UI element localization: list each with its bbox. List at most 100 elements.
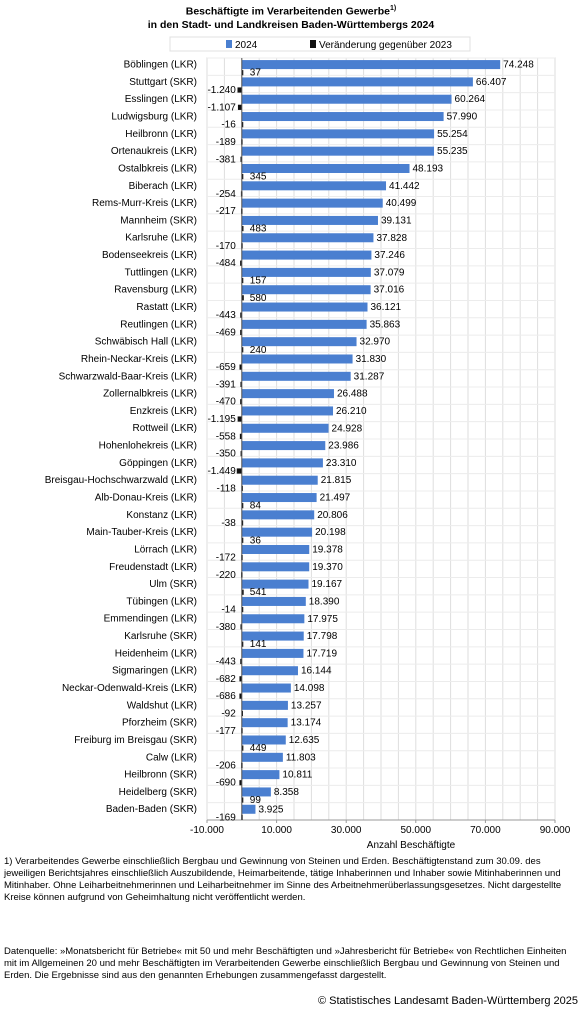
category-label: Konstanz (LKR): [126, 510, 197, 521]
bar-2024: [241, 423, 329, 433]
data-label-2024: 39.131: [381, 215, 412, 226]
data-label-2024: 19.378: [312, 544, 343, 555]
bar-change: [240, 624, 242, 630]
bar-2024: [241, 787, 271, 797]
category-label: Rems-Murr-Kreis (LKR): [92, 198, 197, 209]
category-label: Baden-Baden (SKR): [106, 804, 197, 815]
category-label: Freudenstadt (LKR): [109, 562, 197, 573]
data-label-2024: 8.358: [274, 787, 299, 798]
data-label-change: -38: [221, 518, 236, 529]
bar-change: [241, 641, 244, 647]
data-label-change: 345: [250, 172, 267, 183]
category-label: Ravensburg (LKR): [114, 285, 197, 296]
bar-change: [240, 260, 242, 266]
bar-2024: [241, 527, 313, 537]
data-label-2024: 35.863: [370, 319, 401, 330]
footnote: 1) Verarbeitendes Gewerbe einschließlich…: [4, 856, 562, 903]
bar-change: [240, 658, 242, 665]
data-label-change: -690: [216, 778, 236, 789]
bar-2024: [241, 544, 310, 554]
data-label-2024: 66.407: [476, 77, 507, 88]
data-label-change: -177: [216, 726, 236, 737]
data-label-2024: 3.925: [258, 804, 283, 815]
legend-label-change: Veränderung gegenüber 2023: [319, 40, 452, 51]
data-label-2024: 17.798: [307, 631, 338, 642]
bar-2024: [241, 700, 288, 710]
bar-2024: [241, 614, 305, 624]
data-label-change: -254: [216, 189, 236, 200]
category-label: Hohenlohekreis (LKR): [99, 441, 197, 452]
copyright-notice: © Statistisches Landesamt Baden-Württemb…: [317, 995, 578, 1007]
data-label-2024: 37.016: [374, 285, 405, 296]
bar-2024: [241, 77, 473, 87]
bar-change: [239, 780, 242, 786]
category-label: Zollernalbkreis (LKR): [103, 389, 197, 400]
data-label-change: -172: [216, 553, 236, 564]
bar-2024: [241, 493, 317, 503]
data-label-change: -469: [216, 327, 236, 338]
category-label: Ortenaukreis (LKR): [111, 146, 197, 157]
data-label-2024: 21.497: [320, 493, 351, 504]
x-tick-label: 50.000: [401, 825, 432, 836]
bar-change: [239, 676, 242, 682]
bar-change: [241, 589, 244, 595]
data-label-2024: 74.248: [503, 60, 534, 71]
data-label-change: -1.195: [207, 414, 236, 425]
category-label: Rastatt (LKR): [136, 302, 197, 313]
data-label-2024: 37.828: [376, 233, 407, 244]
data-label-change: -391: [216, 379, 236, 390]
data-label-change: -443: [216, 310, 236, 321]
bar-change: [241, 520, 244, 526]
bar-2024: [241, 215, 378, 225]
chart-title: Beschäftigte im Verarbeitenden Gewerbe1)…: [0, 2, 582, 32]
bar-2024: [241, 770, 280, 780]
bar-change: [241, 277, 244, 284]
data-label-2024: 32.970: [360, 337, 391, 348]
bar-chart: -10.000 10.000 30.000 50.000 70.000 90.000 Anz…: [45, 36, 571, 850]
data-label-2024: 40.499: [386, 198, 417, 209]
data-label-change: 580: [250, 293, 267, 304]
data-label-2024: 55.235: [437, 146, 468, 157]
bar-2024: [241, 146, 435, 156]
data-label-change: -484: [216, 258, 236, 269]
category-label: Freiburg im Breisgau (SKR): [74, 735, 197, 746]
bar-2024: [241, 163, 410, 173]
data-label-change: -350: [216, 449, 236, 460]
data-label-change: -558: [216, 431, 236, 442]
data-label-change: -380: [216, 622, 236, 633]
data-label-2024: 37.246: [374, 250, 405, 261]
data-label-2024: 12.635: [289, 735, 320, 746]
category-label: Ostalbkreis (LKR): [118, 163, 197, 174]
bar-2024: [241, 666, 298, 676]
bar-2024: [241, 250, 372, 260]
bar-2024: [241, 233, 374, 243]
category-label: Rottweil (LKR): [133, 423, 197, 434]
category-label: Ulm (SKR): [149, 579, 197, 590]
bar-change: [241, 797, 244, 803]
data-label-2024: 13.174: [291, 718, 322, 729]
bar-change: [241, 295, 244, 301]
category-label: Heidelberg (SKR): [119, 787, 197, 798]
category-label: Heilbronn (SKR): [124, 770, 197, 781]
data-label-change: 84: [250, 501, 262, 512]
legend-label-2024: 2024: [235, 40, 258, 51]
data-label-2024: 26.210: [336, 406, 367, 417]
category-label: Heilbronn (LKR): [125, 129, 197, 140]
data-label-2024: 17.719: [306, 648, 337, 659]
legend-swatch-2024: [226, 40, 232, 48]
data-label-change: -1.449: [207, 466, 236, 477]
bar-2024: [241, 735, 286, 745]
data-label-2024: 13.257: [291, 700, 322, 711]
data-label-2024: 10.811: [282, 770, 312, 781]
bar-change: [241, 173, 244, 180]
category-label: Tübingen (LKR): [126, 596, 197, 607]
chart-title-line1: Beschäftigte im Verarbeitenden Gewerbe: [185, 5, 390, 18]
bar-change: [240, 312, 242, 318]
bar-change: [240, 329, 242, 336]
bar-change: [241, 225, 244, 232]
category-label: Emmendingen (LKR): [104, 614, 197, 625]
bar-2024: [241, 752, 283, 762]
data-label-change: -92: [221, 708, 236, 719]
data-label-change: -381: [216, 154, 236, 165]
chart-subtitle: in den Stadt- und Landkreisen Baden-Würt…: [147, 18, 435, 31]
